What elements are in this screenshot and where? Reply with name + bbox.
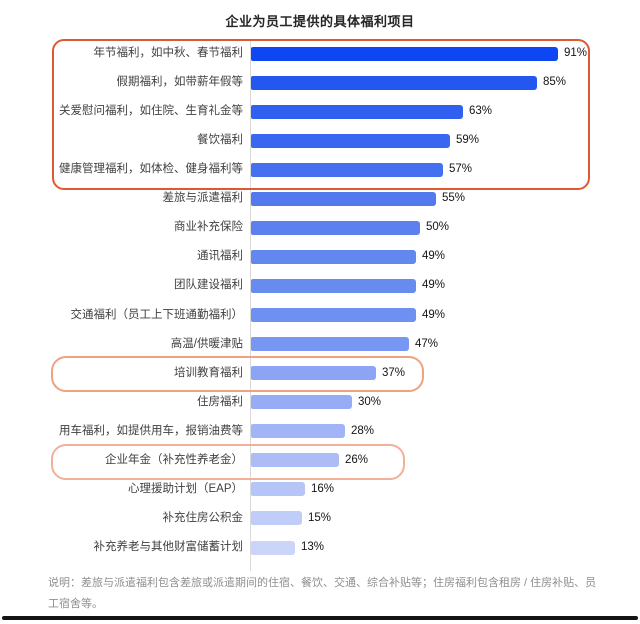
value-label: 49% <box>422 308 446 321</box>
bar <box>251 133 450 148</box>
value-label: 49% <box>422 279 446 292</box>
category-label: 交通福利（员工上下班通勤福利） <box>70 308 244 321</box>
category-label: 补充养老与其他财富储蓄计划 <box>93 541 244 554</box>
chart-row: 心理援助计划（EAP） 16% <box>0 475 640 504</box>
chart-row: 关爱慰问福利，如住院、生育礼金等 63% <box>0 97 640 126</box>
chart-row: 补充住房公积金 15% <box>0 504 640 533</box>
bar <box>251 482 305 497</box>
value-label: 30% <box>358 395 382 408</box>
highlight-box-top5 <box>52 39 590 190</box>
category-label: 假期福利，如带薪年假等 <box>116 76 244 89</box>
bar <box>251 249 416 264</box>
category-label: 高温/供暖津贴 <box>170 337 243 350</box>
chart-row: 商业补充保险 50% <box>0 213 640 242</box>
bar <box>251 104 463 119</box>
category-label: 通讯福利 <box>197 250 243 263</box>
value-label: 28% <box>351 424 375 437</box>
bar <box>251 308 416 323</box>
value-label: 26% <box>345 453 369 466</box>
value-label: 57% <box>449 163 473 176</box>
axis-baseline <box>250 40 251 571</box>
chart-row: 假期福利，如带薪年假等 85% <box>0 68 640 97</box>
bar <box>251 395 352 410</box>
category-label: 差旅与派遣福利 <box>162 192 244 205</box>
bar <box>251 511 302 526</box>
bar <box>251 46 558 61</box>
bar <box>251 540 295 555</box>
chart-row: 高温/供暖津贴 47% <box>0 330 640 359</box>
value-label: 47% <box>415 337 439 350</box>
chart-row: 住房福利 30% <box>0 388 640 417</box>
bar <box>251 337 409 352</box>
category-label: 用车福利，如提供用车，报销油费等 <box>59 424 243 437</box>
value-label: 59% <box>456 134 480 147</box>
category-label: 企业年金（补充性养老金） <box>105 453 243 466</box>
category-label: 培训教育福利 <box>174 366 243 379</box>
bar <box>251 162 443 177</box>
value-label: 85% <box>543 76 567 89</box>
bottom-border-line <box>2 616 638 620</box>
footnote: 说明：差旅与派遣福利包含差旅或派遣期间的住宿、餐饮、交通、综合补贴等；住房福利包… <box>48 577 597 610</box>
value-label: 55% <box>442 192 466 205</box>
chart-row: 通讯福利 49% <box>0 242 640 271</box>
chart-row: 补充养老与其他财富储蓄计划 13% <box>0 533 640 562</box>
category-label: 团队建设福利 <box>174 279 243 292</box>
value-label: 37% <box>382 366 406 379</box>
category-label: 健康管理福利，如体检、健身福利等 <box>59 163 243 176</box>
category-label: 补充住房公积金 <box>162 511 244 524</box>
chart-row: 差旅与派遣福利 55% <box>0 184 640 213</box>
category-label: 心理援助计划（EAP） <box>127 482 243 495</box>
bar <box>251 453 339 468</box>
highlight-box-annuity <box>51 444 405 480</box>
category-label: 关爱慰问福利，如住院、生育礼金等 <box>59 105 243 118</box>
bar <box>251 366 376 381</box>
category-label: 住房福利 <box>197 395 243 408</box>
bar <box>251 424 345 439</box>
chart-row: 健康管理福利，如体检、健身福利等 57% <box>0 155 640 184</box>
chart-row: 培训教育福利 37% <box>0 359 640 388</box>
category-label: 餐饮福利 <box>197 134 243 147</box>
chart-row: 交通福利（员工上下班通勤福利） 49% <box>0 301 640 330</box>
chart-row: 企业年金（补充性养老金） 26% <box>0 446 640 475</box>
chart-row: 年节福利，如中秋、春节福利 91% <box>0 39 640 68</box>
chart-title: 企业为员工提供的具体福利项目 <box>225 14 415 29</box>
bar <box>251 191 436 206</box>
value-label: 63% <box>469 105 493 118</box>
chart-row: 团队建设福利 49% <box>0 271 640 300</box>
category-label: 商业补充保险 <box>174 221 243 234</box>
bar <box>251 75 537 90</box>
bar <box>251 220 420 235</box>
value-label: 16% <box>311 482 335 495</box>
value-label: 15% <box>308 511 332 524</box>
chart-row: 餐饮福利 59% <box>0 126 640 155</box>
value-label: 50% <box>426 221 450 234</box>
category-label: 年节福利，如中秋、春节福利 <box>93 47 244 59</box>
value-label: 13% <box>301 541 325 554</box>
chart-row: 用车福利，如提供用车，报销油费等 28% <box>0 417 640 446</box>
highlight-box-training <box>51 356 424 392</box>
value-label: 49% <box>422 250 446 263</box>
bar <box>251 278 416 293</box>
